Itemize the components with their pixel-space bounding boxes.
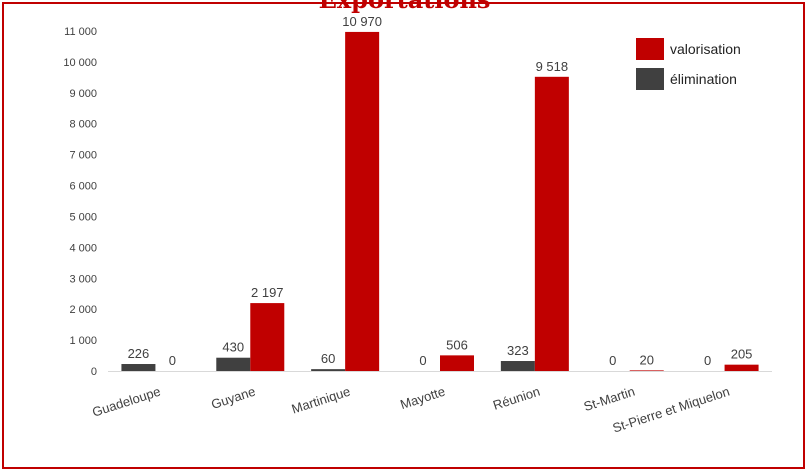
legend-label: élimination: [670, 71, 737, 87]
data-label: 10 970: [342, 14, 382, 29]
category-label: St-Martin: [582, 384, 637, 415]
data-label: 430: [222, 340, 244, 355]
legend-swatch-valorisation: [636, 38, 664, 60]
category-label: Guyane: [209, 384, 257, 412]
y-tick-label: 6 000: [69, 181, 97, 193]
data-label: 9 518: [536, 59, 569, 74]
y-tick-label: 4 000: [69, 242, 97, 254]
y-tick-label: 11 000: [64, 26, 97, 38]
category-label: Mayotte: [398, 384, 447, 413]
y-tick-label: 2 000: [69, 304, 97, 316]
y-tick-label: 7 000: [69, 150, 97, 162]
data-label: 0: [704, 353, 711, 368]
data-label: 226: [128, 346, 150, 361]
y-tick-label: 10 000: [63, 57, 97, 69]
y-tick-label: 1 000: [69, 335, 97, 347]
data-label: 20: [639, 352, 653, 367]
category-label: Réunion: [491, 384, 542, 413]
data-label: 2 197: [251, 285, 284, 300]
data-label: 60: [321, 351, 335, 366]
legend-label: valorisation: [670, 41, 741, 57]
bar-elimination: [216, 357, 251, 371]
bar-valorisation: [250, 303, 285, 371]
bar-elimination: [121, 364, 156, 371]
y-tick-label: 3 000: [69, 273, 97, 285]
bar-elimination: [500, 361, 535, 371]
category-label: Guadeloupe: [90, 384, 162, 420]
y-tick-label: 0: [91, 366, 97, 378]
data-label: 506: [446, 337, 468, 352]
y-tick-label: 5 000: [69, 211, 97, 223]
chart-title: Exportations: [0, 0, 809, 14]
data-label: 205: [731, 347, 753, 362]
data-label: 0: [419, 353, 426, 368]
bar-valorisation: [534, 76, 569, 371]
bar-valorisation: [345, 31, 380, 371]
data-label: 323: [507, 343, 529, 358]
data-label: 0: [169, 353, 176, 368]
bar-valorisation: [440, 355, 474, 371]
legend-swatch-elimination: [636, 68, 664, 90]
bar-valorisation: [724, 364, 759, 371]
category-label: Martinique: [290, 384, 352, 417]
bar-elimination: [311, 369, 346, 371]
bar-valorisation: [629, 370, 664, 371]
y-tick-label: 8 000: [69, 119, 97, 131]
y-tick-label: 9 000: [69, 88, 97, 100]
data-label: 0: [609, 353, 616, 368]
